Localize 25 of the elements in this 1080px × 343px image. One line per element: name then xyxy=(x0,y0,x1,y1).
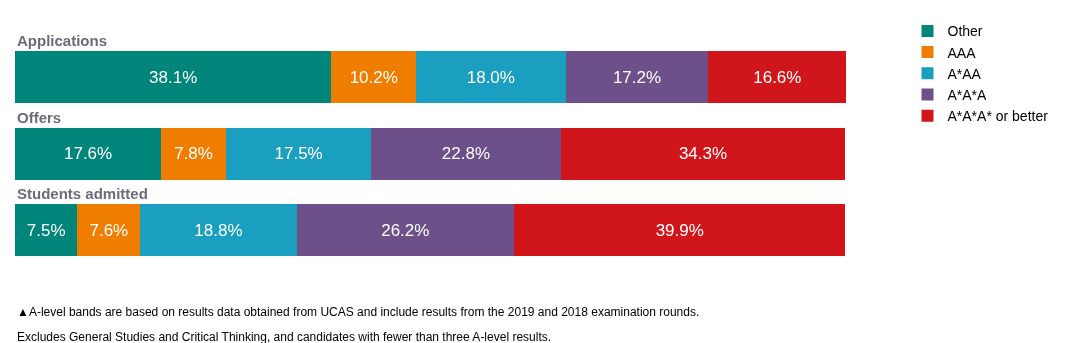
y-tick-label: Offers xyxy=(17,109,62,126)
y-tick-label: Students admitted xyxy=(17,185,148,202)
data-label: 16.6% xyxy=(753,67,802,87)
data-label: 17.2% xyxy=(612,67,662,87)
legend-label: A*A*A xyxy=(947,86,988,103)
text: Excludes General Studies and Critical Thinking, and candidates with fewer than three A-level results. xyxy=(17,330,552,343)
data-label: 34.3% xyxy=(678,144,728,164)
data-label: 17.6% xyxy=(63,144,113,164)
legend-label: A*A*A* or better xyxy=(947,108,1049,125)
legend-label: Other xyxy=(947,23,983,40)
data-label: 17.5% xyxy=(274,144,323,164)
data-label: 39.9% xyxy=(655,220,704,240)
data-label: 26.2% xyxy=(381,220,430,240)
data-label: 38.1% xyxy=(149,67,198,87)
data-label: 7.8% xyxy=(174,144,213,164)
legend-label: AAA xyxy=(947,44,977,61)
data-label: 18.0% xyxy=(466,67,515,87)
data-label: 18.8% xyxy=(194,220,243,240)
data-label: 7.5% xyxy=(26,220,66,240)
data-label: 22.8% xyxy=(441,144,491,164)
legend-label: A*AA xyxy=(947,65,982,82)
data-label: 7.6% xyxy=(89,220,129,240)
data-label: 10.2% xyxy=(349,67,398,87)
text: ▲A-level bands are based on results data obtained from UCAS and include results from the 2019 and 2018 examination rounds. xyxy=(17,305,700,319)
y-tick-label: Applications xyxy=(17,32,108,49)
